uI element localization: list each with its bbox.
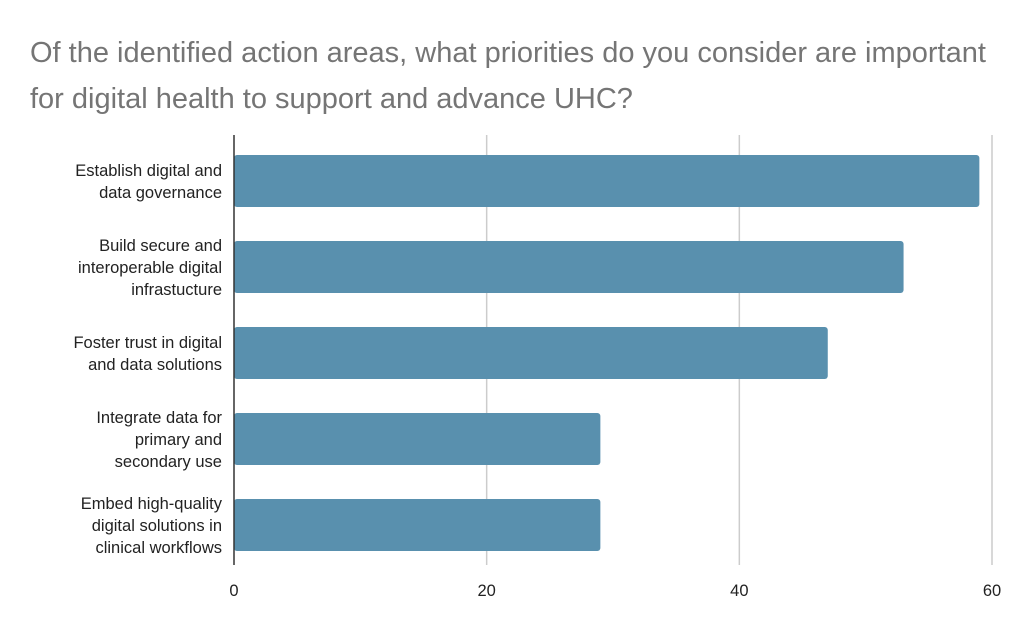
bar — [234, 241, 904, 293]
category-label: Foster trust in digital and data solution… — [73, 334, 222, 374]
category-label: Build secure and interoperable digital inf… — [78, 237, 222, 299]
category-label: Integrate data for primary and secondary u… — [96, 409, 222, 471]
bar — [234, 155, 980, 207]
category-label: Embed high-quality digital solutions in cl… — [81, 495, 223, 557]
bar — [234, 413, 601, 465]
bar — [234, 327, 828, 379]
category-label: Establish digital and data governance — [75, 162, 222, 202]
chart-title: Of the identified action areas, what pri… — [30, 37, 986, 115]
x-tick-label: 60 — [983, 582, 1001, 600]
bar — [234, 499, 601, 551]
x-tick-label: 20 — [477, 582, 495, 600]
x-tick-label: 0 — [229, 582, 238, 600]
x-tick-label: 40 — [730, 582, 748, 600]
